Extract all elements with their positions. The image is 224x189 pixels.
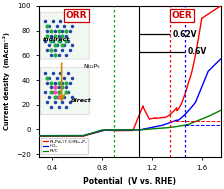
Text: indirect: indirect: [43, 36, 70, 42]
Text: 0.6V: 0.6V: [188, 47, 207, 56]
Text: ORR: ORR: [66, 11, 87, 20]
Text: Ni₁₂P₅: Ni₁₂P₅: [83, 64, 99, 69]
Y-axis label: Current density  (mAcm⁻²): Current density (mAcm⁻²): [4, 32, 11, 130]
Text: 0.62V: 0.62V: [173, 30, 198, 39]
FancyBboxPatch shape: [40, 12, 89, 59]
Legend: Pt₁Pd₅(7.5)/Ni₁₂P₅, IrO₂, Pt/C: Pt₁Pd₅(7.5)/Ni₁₂P₅, IrO₂, Pt/C: [41, 138, 88, 154]
Text: direct: direct: [70, 98, 91, 103]
Text: OER: OER: [171, 11, 192, 20]
X-axis label: Potential  (V vs. RHE): Potential (V vs. RHE): [83, 177, 176, 186]
FancyBboxPatch shape: [40, 68, 89, 115]
